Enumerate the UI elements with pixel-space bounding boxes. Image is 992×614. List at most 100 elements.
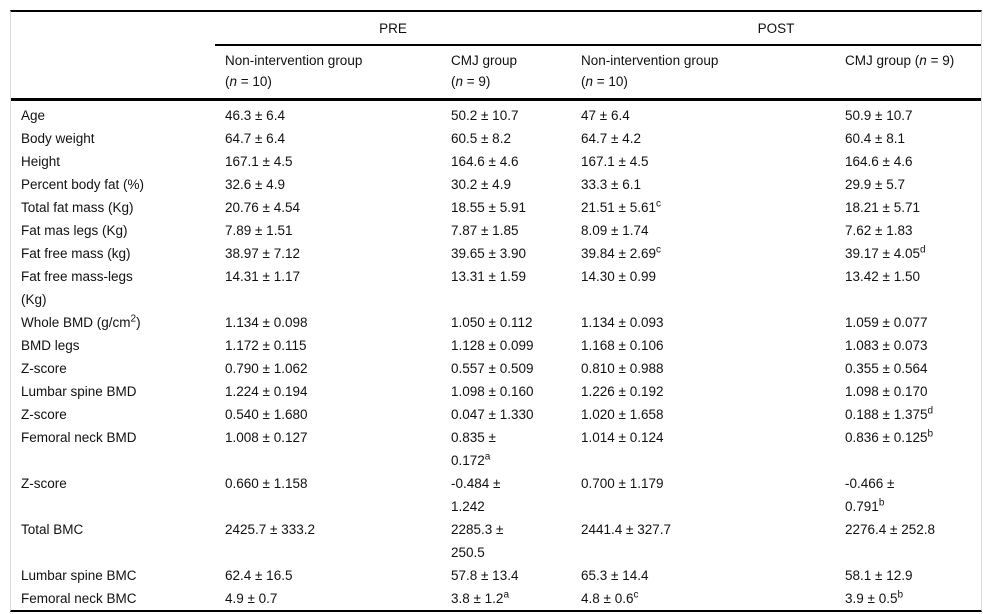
data-cell: 1.098 ± 0.170 — [845, 384, 928, 399]
data-cell: 18.21 ± 5.71 — [845, 200, 920, 215]
data-cell: 64.7 ± 6.4 — [225, 131, 285, 146]
data-cell: 64.7 ± 4.2 — [581, 131, 641, 146]
table-row: Total BMC 2425.7 ± 333.2 2285.3 ±250.5 2441… — [11, 518, 981, 564]
data-cell: 0.790 ± 1.062 — [225, 361, 308, 376]
data-cell: 65.3 ± 14.4 — [581, 568, 649, 583]
row-label: BMD legs — [21, 338, 80, 353]
row-label: Age — [21, 108, 46, 123]
table-row: Femoral neck BMD 1.008 ± 0.127 0.835 ±0.17… — [11, 426, 981, 472]
data-cell: -0.484 ±1.242 — [451, 476, 501, 514]
column-header-2: Non-intervention group (n = 10) — [571, 45, 836, 101]
table-row: Z-score 0.540 ± 1.680 0.047 ± 1.330 1.020 ±… — [11, 403, 981, 426]
data-cell: 46.3 ± 6.4 — [225, 108, 285, 123]
data-cell: 14.31 ± 1.17 — [225, 269, 300, 284]
data-cell: 8.09 ± 1.74 — [581, 223, 649, 238]
data-cell: 39.17 ± 4.05d — [845, 244, 926, 261]
data-cell: 0.355 ± 0.564 — [845, 361, 928, 376]
data-cell: 0.835 ±0.172a — [451, 430, 496, 468]
data-cell: 13.31 ± 1.59 — [451, 269, 526, 284]
table-row: BMD legs 1.172 ± 0.115 1.128 ± 0.099 1.168 … — [11, 334, 981, 357]
row-label: Lumbar spine BMC — [21, 568, 137, 583]
group-label-post: POST — [757, 20, 795, 36]
data-cell: 1.008 ± 0.127 — [225, 430, 308, 445]
data-cell: 1.059 ± 0.077 — [845, 315, 928, 330]
data-cell: 4.9 ± 0.7 — [225, 591, 278, 606]
data-cell: 30.2 ± 4.9 — [451, 177, 511, 192]
data-cell: 38.97 ± 7.12 — [225, 246, 300, 261]
data-cell: 21.51 ± 5.61c — [581, 198, 661, 215]
row-label: Lumbar spine BMD — [21, 384, 137, 399]
data-cell: 0.810 ± 0.988 — [581, 361, 664, 376]
row-label: Z-score — [21, 476, 67, 491]
row-label: Total fat mass (Kg) — [21, 200, 134, 215]
data-cell: 1.168 ± 0.106 — [581, 338, 664, 353]
data-cell: 0.700 ± 1.179 — [581, 476, 664, 491]
row-label: Z-score — [21, 361, 67, 376]
data-cell: 60.4 ± 8.1 — [845, 131, 905, 146]
group-header-spacer — [11, 12, 215, 45]
data-cell: 3.8 ± 1.2a — [451, 589, 510, 606]
row-label: Fat free mass (kg) — [21, 246, 131, 261]
column-header-row: Non-intervention group (n = 10) CMJ group(… — [11, 45, 982, 101]
data-cell: 0.557 ± 0.509 — [451, 361, 534, 376]
column-header-1: CMJ group (n = 9) — [441, 45, 572, 101]
data-cell: 20.76 ± 4.54 — [225, 200, 300, 215]
table-row: Total fat mass (Kg) 20.76 ± 4.54 18.55 ± 5… — [11, 196, 981, 219]
data-cell: 18.55 ± 5.91 — [451, 200, 526, 215]
data-cell: 7.89 ± 1.51 — [225, 223, 293, 238]
row-label: Height — [21, 154, 61, 169]
data-cell: -0.466 ±0.791b — [845, 476, 895, 514]
table-row: Femoral neck BMC 4.9 ± 0.7 3.8 ± 1.2a 4.8 ±… — [11, 587, 981, 610]
table-row: Percent body fat (%) 32.6 ± 4.9 30.2 ± 4.9… — [11, 173, 981, 196]
data-cell: 167.1 ± 4.5 — [225, 154, 293, 169]
data-cell: 0.836 ± 0.125b — [845, 428, 934, 445]
table-row: Whole BMD (g/cm2) 1.134 ± 0.098 1.050 ± 0.… — [11, 311, 981, 334]
table-header: PRE POST Non-intervention group (n = 10) C… — [11, 12, 982, 101]
data-cell: 39.65 ± 3.90 — [451, 246, 526, 261]
data-cell: 2425.7 ± 333.2 — [225, 522, 315, 537]
column-header-3: CMJ group (n = 9) — [835, 45, 982, 101]
column-group-pre: PRE — [215, 12, 572, 46]
row-label: Total BMC — [21, 522, 84, 537]
data-cell: 1.050 ± 0.112 — [451, 315, 533, 330]
column-group-post: POST — [571, 12, 982, 46]
table-row: Z-score 0.660 ± 1.158 -0.484 ±1.242 0.700 ±… — [11, 472, 981, 518]
data-cell: 1.134 ± 0.098 — [225, 315, 308, 330]
row-label: Whole BMD (g/cm2) — [21, 313, 141, 330]
results-table: PRE POST Non-intervention group (n = 10) C… — [11, 12, 982, 611]
data-cell: 13.42 ± 1.50 — [845, 269, 920, 284]
data-cell: 39.84 ± 2.69c — [581, 244, 661, 261]
row-label: Z-score — [21, 407, 67, 422]
data-cell: 1.128 ± 0.099 — [451, 338, 534, 353]
row-label: Femoral neck BMC — [21, 591, 137, 606]
data-cell: 164.6 ± 4.6 — [451, 154, 519, 169]
data-cell: 2441.4 ± 327.7 — [581, 522, 672, 537]
data-cell: 60.5 ± 8.2 — [451, 131, 511, 146]
group-label-pre: PRE — [379, 20, 407, 36]
data-cell: 3.9 ± 0.5b — [845, 589, 904, 606]
table-body: Age 46.3 ± 6.4 50.2 ± 10.7 47 ± 6.4 50.9 ± 1… — [11, 100, 981, 611]
data-cell: 4.8 ± 0.6c — [581, 589, 639, 606]
data-cell: 57.8 ± 13.4 — [451, 568, 519, 583]
row-label-column-header — [11, 45, 215, 101]
data-cell: 62.4 ± 16.5 — [225, 568, 293, 583]
data-cell: 33.3 ± 6.1 — [581, 177, 641, 192]
table-row: Body weight 64.7 ± 6.4 60.5 ± 8.2 64.7 ± 4.… — [11, 127, 981, 150]
table-row: Lumbar spine BMD 1.224 ± 0.194 1.098 ± 0.1… — [11, 380, 981, 403]
data-cell: 2285.3 ±250.5 — [451, 522, 504, 560]
data-cell: 7.87 ± 1.85 — [451, 223, 519, 238]
row-label: Fat mas legs (Kg) — [21, 223, 128, 238]
table-row: Fat free mass (kg) 38.97 ± 7.12 39.65 ± 3.… — [11, 242, 981, 265]
data-cell: 0.188 ± 1.375d — [845, 405, 934, 422]
data-cell: 1.134 ± 0.093 — [581, 315, 664, 330]
data-cell: 1.020 ± 1.658 — [581, 407, 664, 422]
data-cell: 1.224 ± 0.194 — [225, 384, 308, 399]
table-row: Fat free mass-legs (Kg) 14.31 ± 1.17 13.31 … — [11, 265, 981, 311]
results-table-container: PRE POST Non-intervention group (n = 10) C… — [10, 10, 982, 612]
data-cell: 167.1 ± 4.5 — [581, 154, 649, 169]
data-cell: 2276.4 ± 252.8 — [845, 522, 936, 537]
data-cell: 1.098 ± 0.160 — [451, 384, 534, 399]
data-cell: 0.540 ± 1.680 — [225, 407, 308, 422]
column-header-0: Non-intervention group (n = 10) — [215, 45, 441, 101]
row-label: Percent body fat (%) — [21, 177, 145, 192]
